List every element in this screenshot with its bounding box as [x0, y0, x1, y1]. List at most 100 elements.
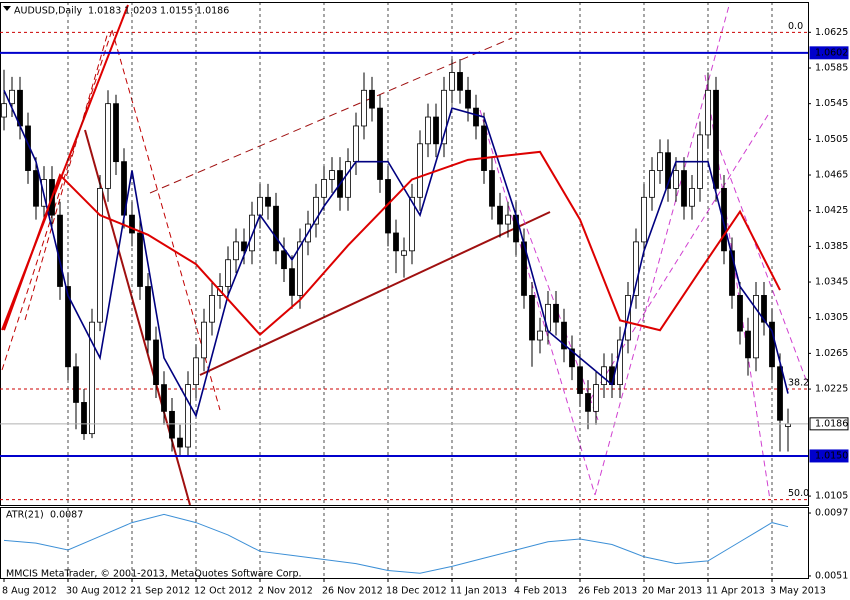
- price-box: [809, 417, 849, 431]
- candle-body: [177, 437, 183, 448]
- candle-body: [577, 366, 583, 394]
- candle-body: [129, 214, 135, 234]
- candle-body: [81, 402, 87, 435]
- copyright: MMCIS MetaTrader, © 2001-2013, MetaQuote…: [6, 569, 302, 580]
- y-tick-label: 1.0585: [815, 62, 848, 73]
- x-tick-label: 3 May 2013: [770, 586, 826, 597]
- channel-line: [719, 149, 809, 386]
- candle-body: [73, 366, 79, 403]
- candle-body: [161, 384, 167, 412]
- price-box: [809, 46, 849, 60]
- candle-body: [641, 196, 647, 243]
- indicator-value: 0.0087: [50, 510, 83, 521]
- y-tick-label: 1.0265: [815, 348, 848, 359]
- candle-body: [721, 187, 727, 252]
- candle-body: [89, 321, 95, 435]
- ohlc-close: 1.0186: [196, 6, 229, 17]
- candle-body: [769, 321, 775, 368]
- candle-body: [761, 295, 767, 323]
- x-tick-label: 18 Dec 2012: [386, 586, 447, 597]
- candle-body: [657, 152, 663, 171]
- x-tick-label: 12 Oct 2012: [194, 586, 253, 597]
- candle-body: [569, 348, 575, 368]
- candle-body: [329, 170, 335, 180]
- candle-body: [201, 321, 207, 359]
- candle-body: [665, 152, 671, 189]
- x-tick-label: 30 Aug 2012: [66, 586, 127, 597]
- candle-body: [745, 330, 751, 359]
- main-frame: [0, 2, 809, 506]
- x-tick-label: 26 Feb 2013: [578, 586, 637, 597]
- channel-line: [589, 114, 769, 401]
- candle-body: [449, 72, 455, 91]
- indicator-frame: [0, 507, 809, 579]
- candle-body: [137, 232, 143, 287]
- candle-body: [393, 232, 399, 252]
- ohlc-high: 1.0203: [124, 6, 157, 17]
- candle-body: [689, 187, 695, 207]
- trendline: [199, 211, 551, 376]
- candle-body: [33, 170, 39, 207]
- candle-body: [289, 268, 295, 296]
- candle-body: [705, 89, 711, 136]
- channel-line: [519, 209, 599, 421]
- candle-body: [169, 410, 175, 439]
- candle-body: [1, 103, 7, 118]
- candle-body: [345, 161, 351, 198]
- candle-body: [257, 196, 263, 216]
- candle-body: [369, 89, 375, 109]
- candle-body: [313, 196, 319, 225]
- candle-body: [361, 89, 367, 127]
- candle-body: [481, 125, 487, 171]
- candle-body: [353, 125, 359, 163]
- candle-body: [497, 205, 503, 225]
- candle-body: [737, 295, 743, 332]
- candle-body: [433, 116, 439, 145]
- candle-body: [57, 214, 63, 287]
- candle-body: [473, 107, 479, 127]
- x-tick-label: 8 Aug 2012: [2, 586, 57, 597]
- candle-body: [401, 250, 407, 256]
- fibo-label: 50.0: [788, 488, 809, 499]
- y-tick-label: 1.0385: [815, 241, 848, 252]
- candle-body: [97, 187, 103, 323]
- candle-body: [593, 384, 599, 412]
- channel-line: [479, 109, 596, 496]
- candle-body: [417, 143, 423, 198]
- candle-body: [457, 72, 463, 91]
- channel-line: [111, 29, 221, 411]
- y-tick-label: 1.0505: [815, 134, 848, 145]
- y-tick-label: 1.0625: [815, 27, 848, 38]
- candle-body: [241, 241, 247, 252]
- y-tick-label: 1.0305: [815, 312, 848, 323]
- candle-body: [105, 103, 111, 189]
- price-label: 1.0602: [815, 47, 848, 58]
- candle-body: [713, 89, 719, 189]
- y-tick-label: 0.0097: [815, 508, 848, 519]
- candle-body: [153, 339, 159, 386]
- x-tick-label: 4 Feb 2013: [514, 586, 567, 597]
- candle-body: [297, 241, 303, 296]
- candle-body: [273, 205, 279, 252]
- candle-body: [553, 303, 559, 323]
- x-tick-label: 26 Nov 2012: [322, 586, 383, 597]
- price-label: 1.0186: [815, 418, 848, 429]
- candle-body: [441, 89, 447, 145]
- price-label: 1.0150: [815, 450, 848, 461]
- candle-body: [193, 357, 199, 386]
- fibo-label: 0.0: [788, 21, 803, 32]
- candle-body: [321, 179, 327, 198]
- candle-body: [225, 259, 231, 287]
- y-tick-label: 1.0105: [815, 491, 848, 502]
- symbol: AUDUSD,Daily: [14, 6, 83, 17]
- candle-body: [489, 170, 495, 207]
- menu-icon[interactable]: [3, 6, 11, 11]
- y-tick-label: 1.0345: [815, 277, 848, 288]
- indicator-title: ATR(21): [6, 510, 44, 521]
- price-box: [809, 449, 849, 463]
- moving-average: [3, 150, 781, 337]
- candle-body: [9, 89, 15, 105]
- candle-body: [465, 89, 471, 109]
